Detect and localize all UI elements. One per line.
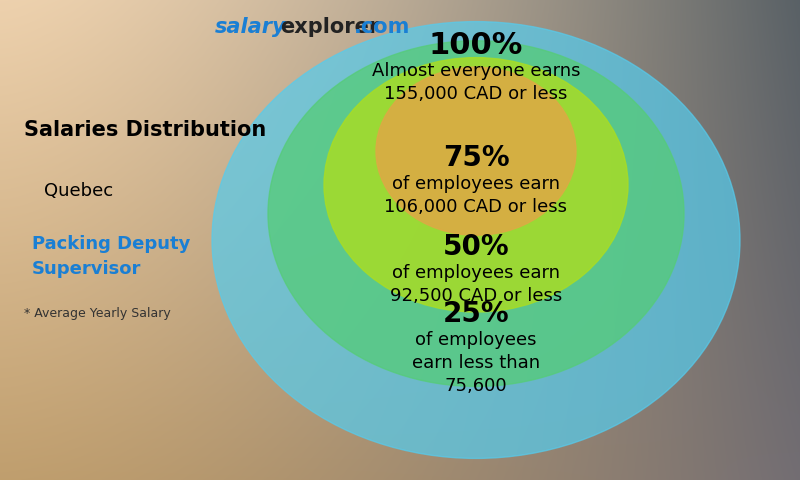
Text: salary: salary <box>214 17 286 37</box>
Text: 100%: 100% <box>429 31 523 60</box>
Text: 75%: 75% <box>442 144 510 172</box>
Text: * Average Yearly Salary: * Average Yearly Salary <box>24 307 170 320</box>
Ellipse shape <box>324 58 628 312</box>
Ellipse shape <box>376 67 576 235</box>
Text: of employees earn
92,500 CAD or less: of employees earn 92,500 CAD or less <box>390 264 562 305</box>
Text: explorer: explorer <box>280 17 379 37</box>
Text: Quebec: Quebec <box>44 182 113 201</box>
Text: Almost everyone earns
155,000 CAD or less: Almost everyone earns 155,000 CAD or les… <box>372 62 580 103</box>
Text: 50%: 50% <box>442 233 510 261</box>
Text: of employees
earn less than
75,600: of employees earn less than 75,600 <box>412 331 540 395</box>
Ellipse shape <box>212 22 740 458</box>
Ellipse shape <box>268 41 684 386</box>
Text: .com: .com <box>354 17 410 37</box>
Text: Packing Deputy
Supervisor: Packing Deputy Supervisor <box>32 235 190 278</box>
Text: 25%: 25% <box>442 300 510 328</box>
Text: of employees earn
106,000 CAD or less: of employees earn 106,000 CAD or less <box>385 175 567 216</box>
Text: Salaries Distribution: Salaries Distribution <box>24 120 266 140</box>
